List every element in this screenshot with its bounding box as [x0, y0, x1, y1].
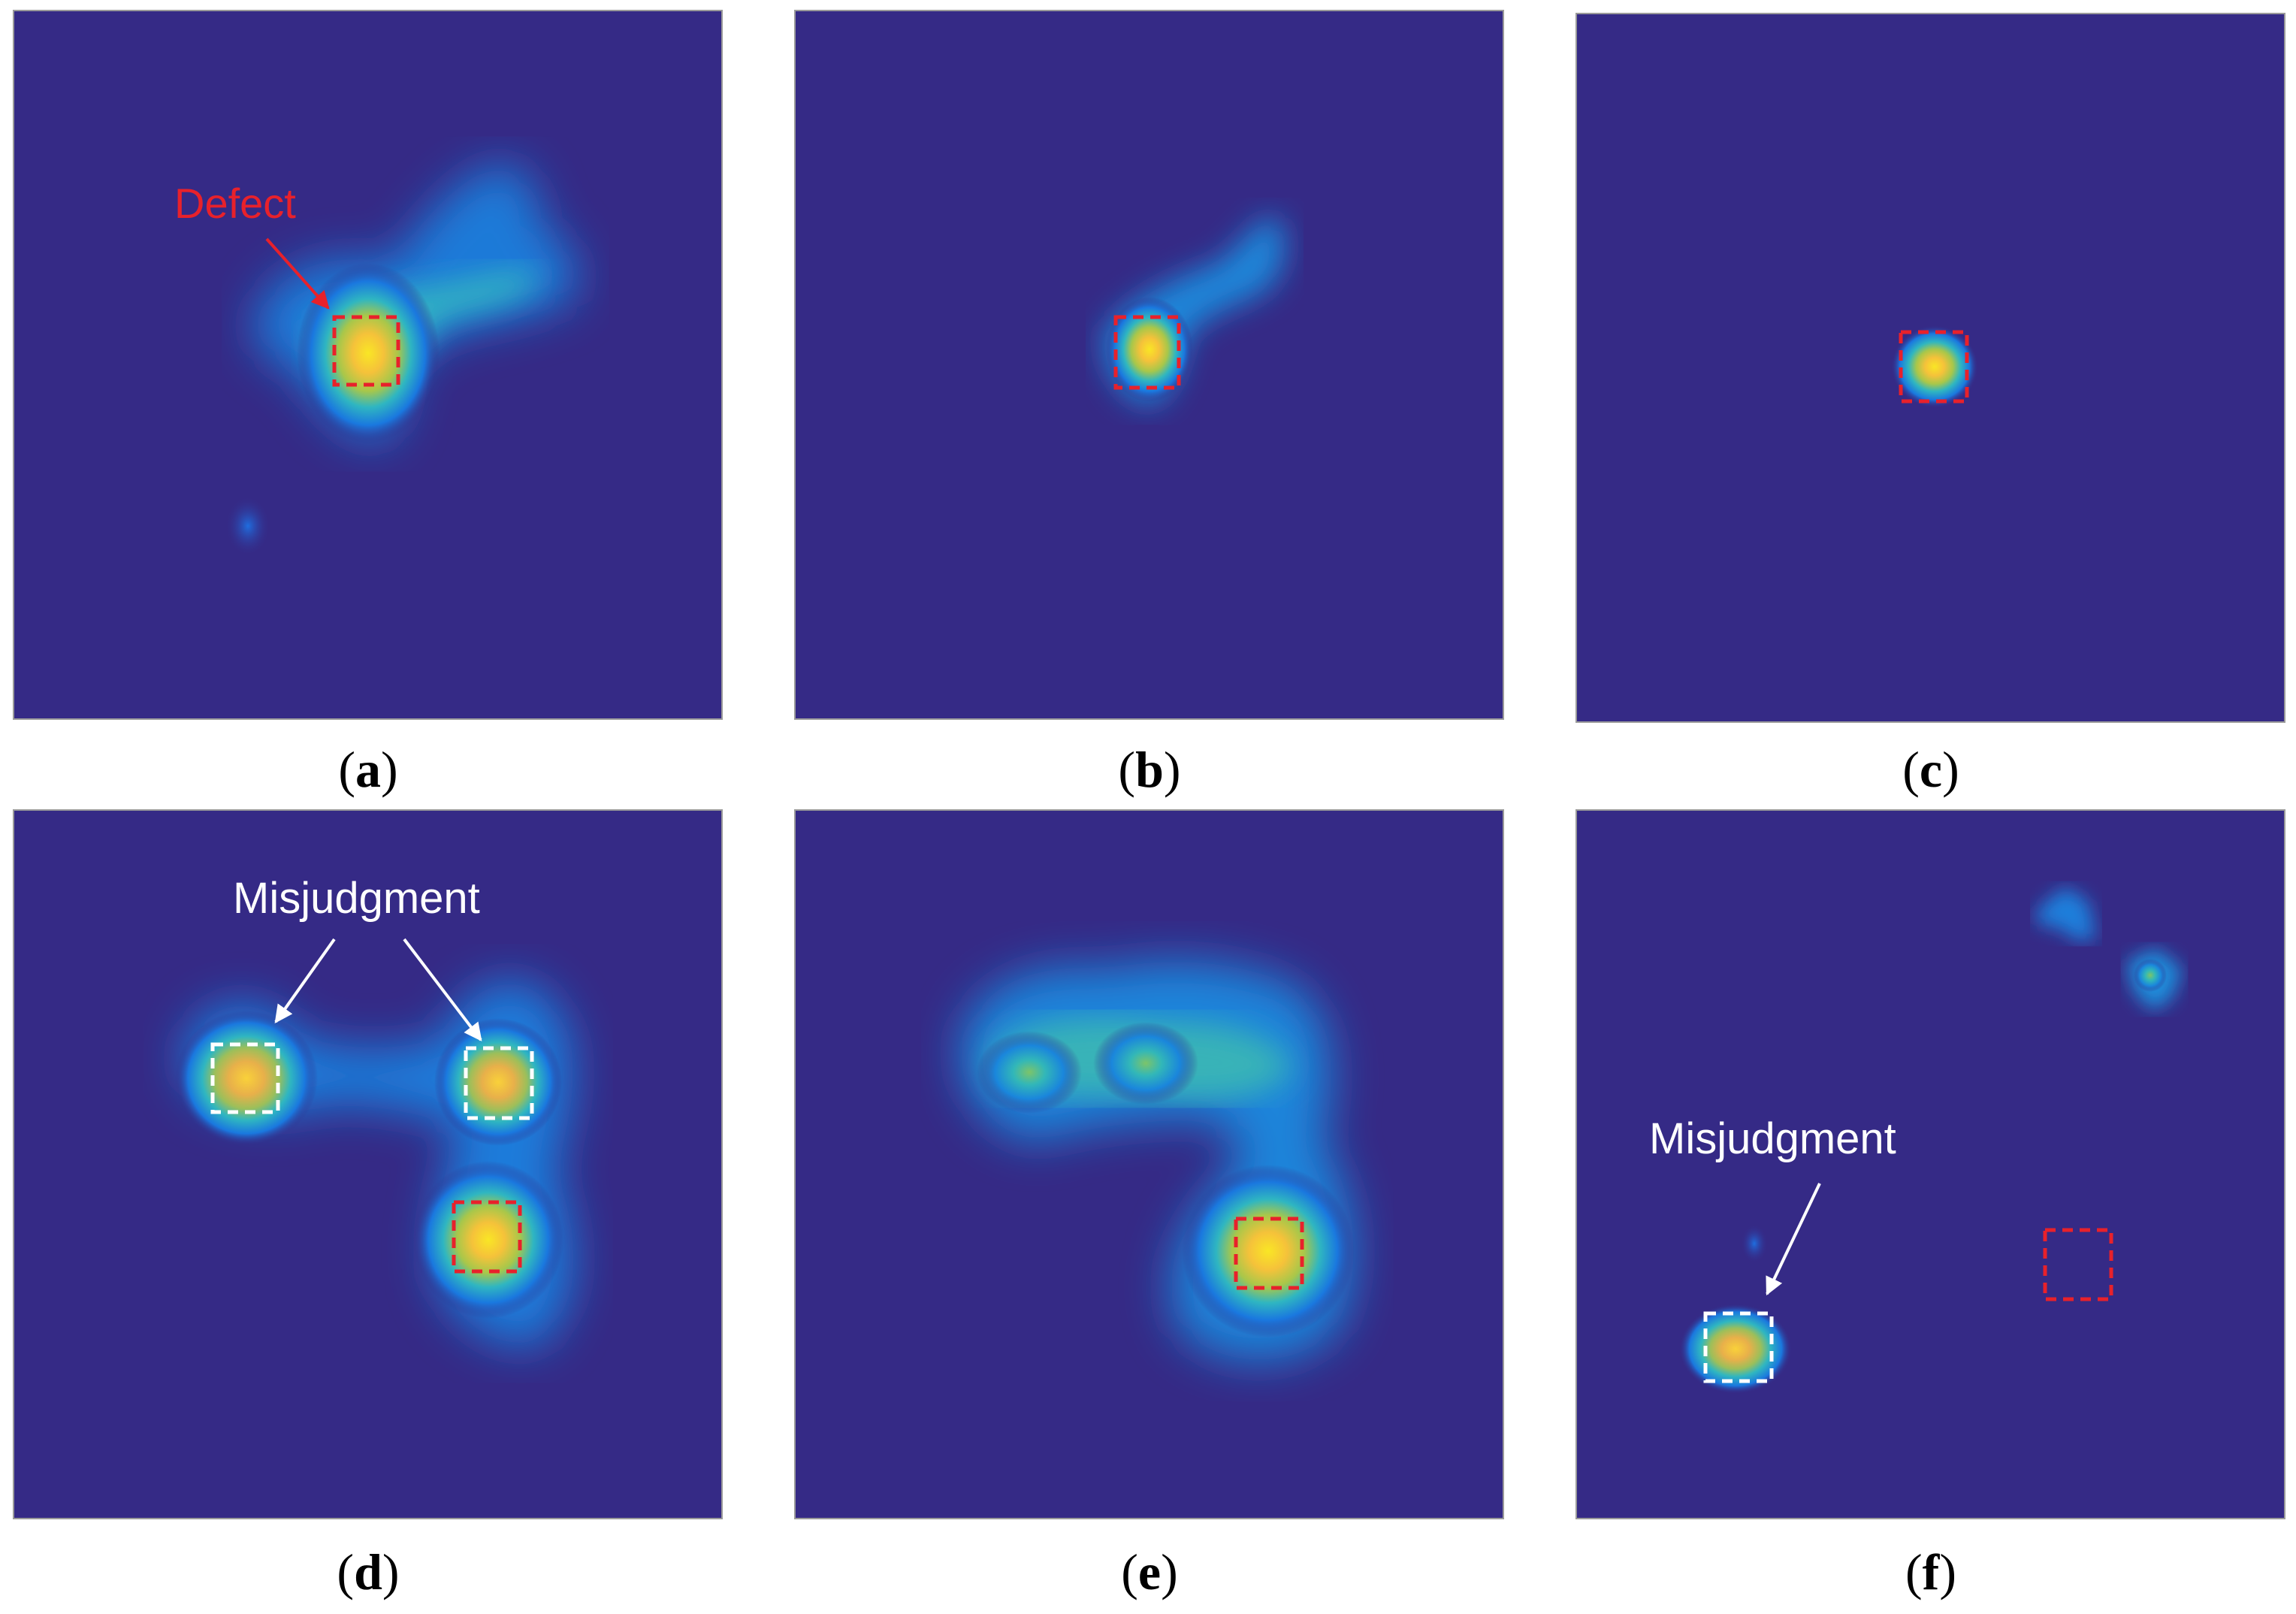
panel-b-defect-box	[1113, 315, 1181, 390]
panel-a-caption: (a)	[338, 741, 398, 798]
panel-c-hotspot	[1891, 325, 1978, 408]
panel-f-misjudgment-label: Misjudgment	[1649, 1114, 1896, 1163]
panel-f-misjudgment-spot	[1679, 1304, 1792, 1394]
panel-e-blob-left	[977, 1031, 1082, 1114]
panel-f-arrow	[1766, 1183, 1821, 1296]
panel-c-caption: (c)	[1902, 741, 1959, 798]
panel-b-heatmap	[795, 11, 1503, 719]
panel-e-letter: e	[1137, 1543, 1162, 1600]
panel-a-defect-arrow	[265, 237, 330, 310]
panel-b-letter: b	[1135, 741, 1164, 798]
panel-c-letter: c	[1919, 741, 1943, 798]
panel-a-defect-label: Defect	[174, 180, 296, 227]
panel-a-faint-blob	[225, 496, 270, 556]
panel-f-blob-top-2-core	[2134, 959, 2167, 992]
panel-f-misjudgment-box	[1703, 1311, 1774, 1383]
panel-e-background	[795, 810, 1503, 1519]
panel-d-caption: (d)	[337, 1543, 400, 1600]
panel-a-defect-box	[332, 315, 400, 387]
panel-b-caption: (b)	[1118, 741, 1181, 798]
panel-b-hotspot	[1106, 297, 1193, 402]
panel-d-arrow-1	[274, 938, 336, 1023]
panel-d-background	[14, 810, 722, 1519]
panel-f-heatmap: Misjudgment	[1576, 810, 2285, 1519]
panel-c-heatmap	[1576, 14, 2285, 722]
panel-d-defect-spot	[413, 1161, 563, 1319]
panel-e-caption: (e)	[1121, 1543, 1178, 1600]
panel-e-hotspot	[1182, 1165, 1355, 1337]
panel-d-letter: d	[354, 1543, 382, 1600]
panel-f-letter: f	[1922, 1543, 1940, 1600]
panel-f-background	[1576, 810, 2285, 1519]
panel-d-misjudgment-spot-1	[175, 1011, 318, 1146]
panel-d-arrow-2	[403, 938, 482, 1041]
panel-borders	[13, 10, 2285, 1519]
panel-d-misjudgment-spot-2	[434, 1018, 562, 1146]
panel-e-blob-center	[1093, 1022, 1198, 1105]
panel-d-misjudgment-box-1	[210, 1042, 280, 1114]
panel-a-letter: a	[355, 741, 381, 798]
panel-a-hotspot	[297, 263, 440, 443]
panel-f-blob-small	[1741, 1224, 1768, 1263]
panel-f-caption: (f)	[1905, 1543, 1956, 1600]
panel-a-heatmap: Defect	[14, 11, 722, 719]
panel-d-misjudgment-label: Misjudgment	[233, 874, 480, 923]
panel-e-heatmap	[795, 810, 1503, 1519]
panel-f-blob-top-1	[2036, 887, 2096, 941]
panel-d-heatmap: Misjudgment	[14, 810, 722, 1519]
